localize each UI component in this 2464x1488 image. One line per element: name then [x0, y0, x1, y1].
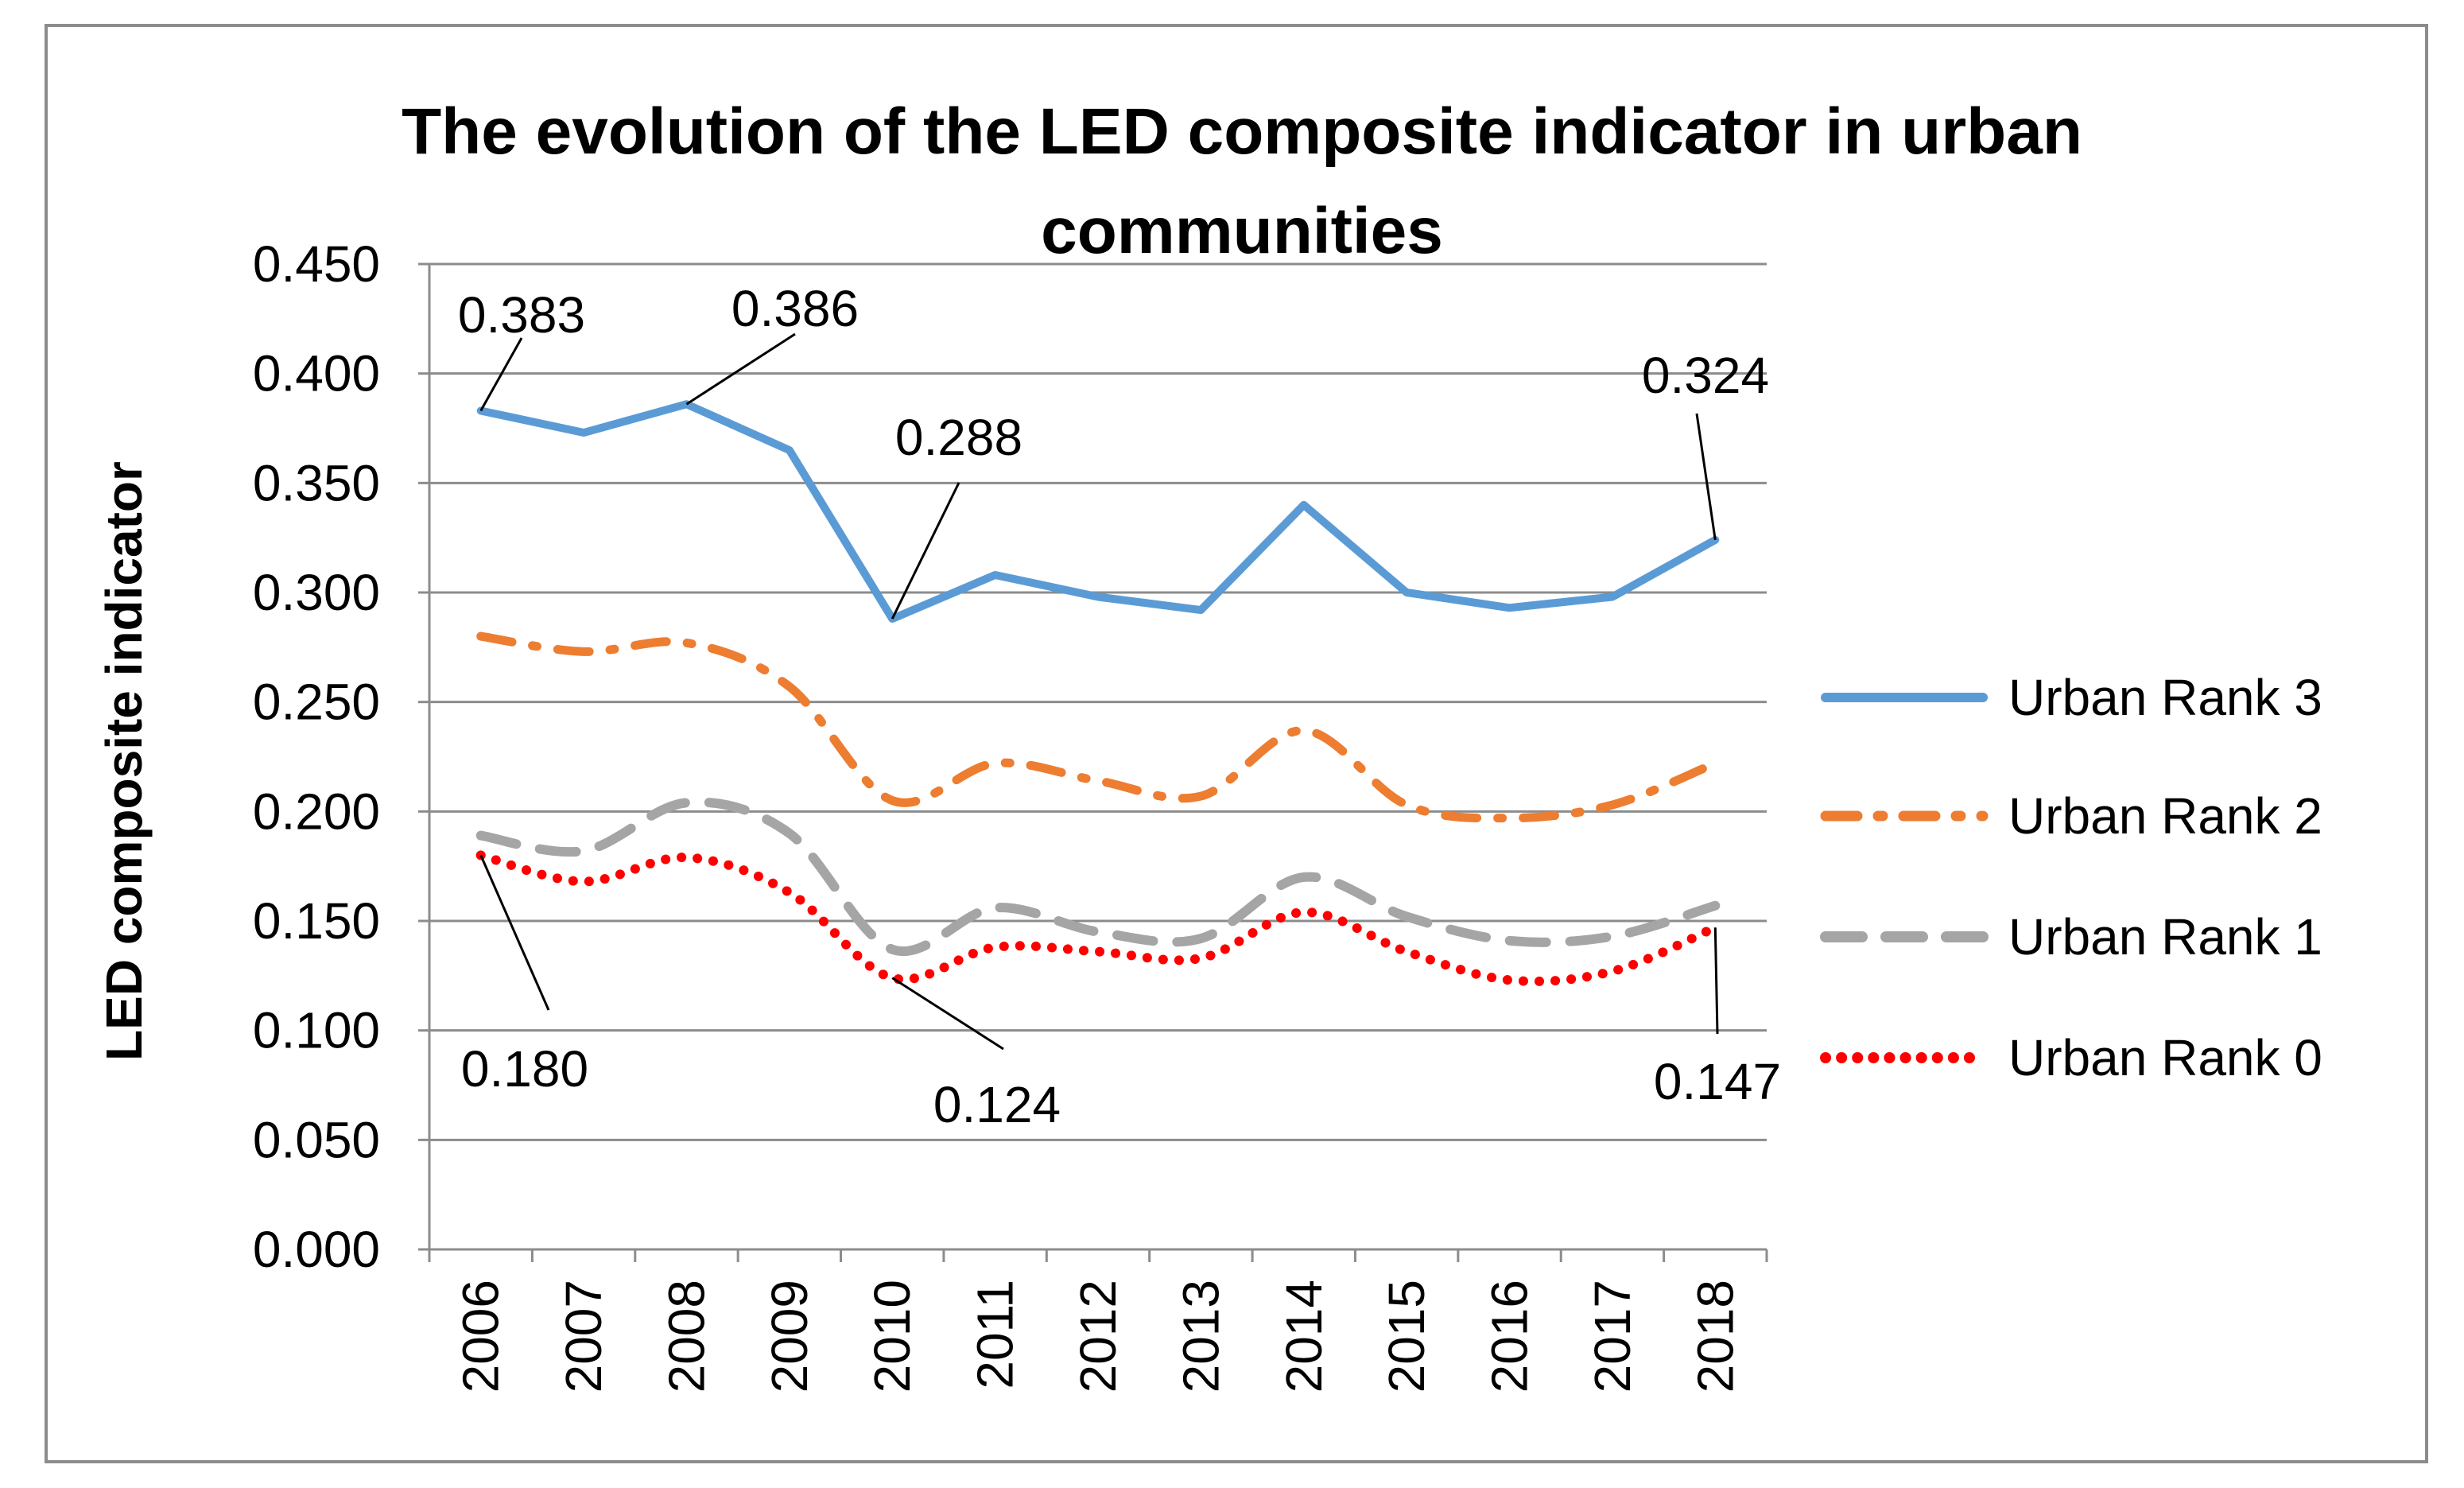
- x-tick-label: 2008: [658, 1280, 715, 1393]
- data-label: 0.386: [731, 280, 859, 337]
- y-tick-label: 0.300: [253, 564, 380, 621]
- series-line-urban-rank-0: [475, 850, 1721, 986]
- x-tick-label: 2014: [1275, 1280, 1333, 1393]
- x-tick-label: 2018: [1686, 1280, 1744, 1393]
- x-tick-label: 2011: [967, 1280, 1024, 1389]
- legend: Urban Rank 3 Urban Rank 2 Urban Rank 1 Urba…: [1820, 669, 2322, 1086]
- data-labels: 0.383 0.386 0.288 0.324 0.180 0.124 0.147: [458, 280, 1781, 1133]
- series-line-urban-rank-3: [476, 400, 1720, 624]
- chart-title-line-2: communities: [1041, 195, 1443, 267]
- x-tick-label: 2006: [452, 1280, 510, 1393]
- gridlines: [429, 262, 1767, 1141]
- y-tick-label: 0.050: [253, 1111, 380, 1168]
- legend-label-urban-rank-2: Urban Rank 2: [2008, 787, 2322, 845]
- data-label: 0.124: [933, 1076, 1061, 1133]
- y-tick-label: 0.400: [253, 345, 380, 402]
- data-label-leader: [891, 977, 1004, 1051]
- y-tick-label: 0.250: [253, 674, 380, 731]
- axes: 0.000 0.050 0.100 0.150 0.200 0.250 0.300 0.350…: [253, 235, 1768, 1393]
- x-tick-label: 2015: [1378, 1280, 1435, 1393]
- series-lines: [475, 400, 1721, 986]
- y-tick-label: 0.000: [253, 1221, 380, 1278]
- x-tick-label: 2007: [555, 1280, 612, 1393]
- data-label: 0.324: [1642, 347, 1769, 404]
- x-tick-label: 2013: [1172, 1280, 1229, 1393]
- x-tick-label: 2012: [1069, 1280, 1127, 1393]
- data-label: 0.180: [461, 1040, 588, 1098]
- y-tick-label: 0.350: [253, 454, 380, 511]
- x-tick-label: 2009: [761, 1280, 818, 1393]
- data-label: 0.383: [458, 286, 585, 344]
- data-label: 0.288: [895, 409, 1022, 466]
- chart-title-line-1: The evolution of the LED composite indic…: [402, 95, 2082, 168]
- data-label-leader: [479, 337, 523, 412]
- y-tick-label: 0.150: [253, 892, 380, 950]
- data-label-leader: [1713, 927, 1719, 1035]
- y-tick-label: 0.100: [253, 1002, 380, 1059]
- data-label-leader: [1695, 413, 1717, 541]
- legend-label-urban-rank-0: Urban Rank 0: [2008, 1029, 2322, 1086]
- y-tick-label: 0.200: [253, 783, 380, 840]
- data-label: 0.147: [1654, 1053, 1781, 1110]
- y-tick-label: 0.450: [253, 235, 380, 293]
- x-tick-label: 2010: [863, 1280, 921, 1393]
- legend-label-urban-rank-1: Urban Rank 1: [2008, 908, 2322, 965]
- series-line-urban-rank-2: [476, 631, 1720, 823]
- data-label-leader: [479, 854, 550, 1011]
- x-tick-label: 2016: [1481, 1280, 1539, 1393]
- legend-label-urban-rank-3: Urban Rank 3: [2008, 669, 2322, 726]
- data-label-leader: [891, 482, 960, 620]
- y-axis-label: LED composite indicator: [95, 461, 153, 1061]
- data-label-leader: [685, 332, 796, 406]
- x-tick-label: 2017: [1584, 1280, 1641, 1393]
- series-line-urban-rank-1: [475, 797, 1721, 957]
